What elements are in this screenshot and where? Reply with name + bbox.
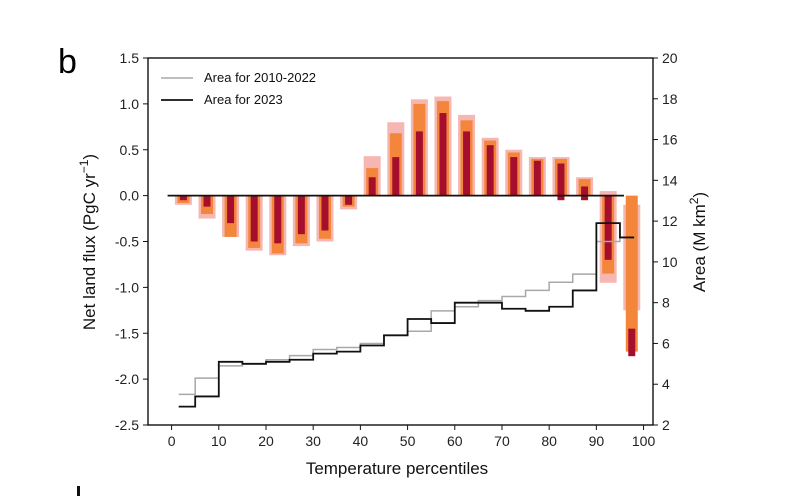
y2-tick-label: 20 [662,50,678,66]
bar-inner [297,195,305,235]
next-panel-fragment [77,486,80,496]
x-tick-label: 100 [632,433,656,449]
y2-tick-label: 16 [662,132,678,148]
x-axis: 0 10 20 30 40 50 60 70 80 90 100 [168,425,656,449]
area-lines-layer [178,222,635,408]
x-tick-label: 50 [400,433,416,449]
y2-tick-label: 2 [662,417,670,433]
x-tick-label: 40 [353,433,369,449]
x-tick-label: 0 [168,433,176,449]
x-tick-label: 80 [541,433,557,449]
y-tick-label: 0.0 [120,188,140,204]
y-axis-left: 1.5 1.0 0.5 0.0 -0.5 -1.0 -1.5 -2.0 -2.5 [115,50,148,433]
x-tick-label: 90 [589,433,605,449]
bar-inner [486,145,494,196]
bar-inner [368,177,376,196]
y2-tick-label: 12 [662,213,678,229]
x-tick-label: 60 [447,433,463,449]
bar-inner [628,328,636,357]
bar-inner [227,195,235,224]
legend-label-2023: Area for 2023 [204,92,283,107]
bar-inner [179,195,187,201]
bar-inner [321,195,329,231]
x-tick-label: 70 [494,433,510,449]
bar-inner [274,195,282,244]
y2-tick-label: 8 [662,295,670,311]
bar-inner [250,195,258,242]
y-tick-label: 1.0 [120,96,140,112]
bar-inner [510,157,518,196]
y2-tick-label: 18 [662,91,678,107]
y-tick-label: -2.5 [115,417,139,433]
area-step-line-2010-2022 [178,236,635,396]
bar-inner [581,186,589,201]
y-tick-label: 0.5 [120,142,140,158]
y2-tick-label: 10 [662,254,678,270]
y-axis-title: Net land flux (PgC yr−1) [77,154,99,330]
y-tick-label: -1.5 [115,325,139,341]
bar-inner [203,195,211,207]
bar-inner [439,113,447,196]
bar-inner [604,195,612,260]
bar-mid [625,195,638,352]
y2-tick-label: 4 [662,376,670,392]
y-tick-label: -1.0 [115,279,139,295]
y2-tick-label: 6 [662,335,670,351]
legend-label-2010-2022: Area for 2010-2022 [204,70,316,85]
bar-inner [345,195,353,205]
x-tick-label: 10 [211,433,227,449]
y-tick-label: -2.0 [115,371,139,387]
y-tick-label: -0.5 [115,234,139,250]
y2-tick-label: 14 [662,172,678,188]
x-tick-label: 30 [305,433,321,449]
bar-inner [533,160,541,196]
y2-axis-title: Area (M km2) [687,192,709,292]
bar-inner [392,157,400,196]
panel-label: b [58,43,77,81]
bar-inner [463,131,471,196]
bar-inner [557,163,565,201]
y-axis-right: 20 18 16 14 12 10 8 6 4 2 [653,50,678,433]
x-tick-label: 20 [258,433,274,449]
bar-layer [174,96,641,357]
bar-inner [415,131,423,196]
plot-frame [147,57,654,426]
x-axis-title: Temperature percentiles [306,459,488,478]
y-tick-label: 1.5 [120,50,140,66]
legend: Area for 2010-2022 Area for 2023 [161,70,316,107]
area-step-line-2023 [178,222,635,408]
